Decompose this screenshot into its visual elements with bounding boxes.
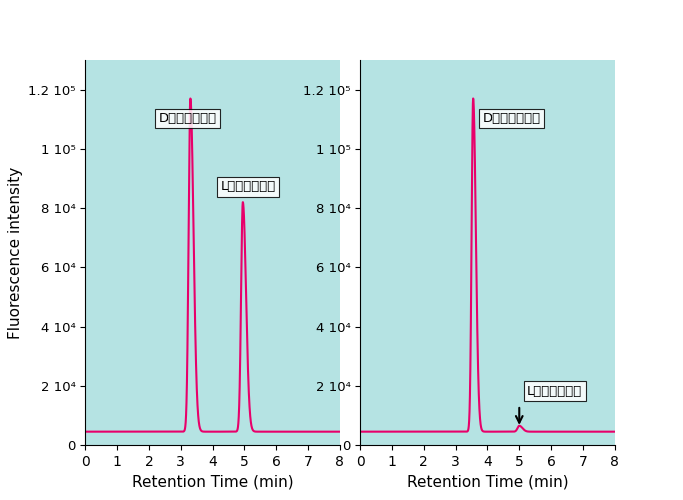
- Text: D－ホモセリン: D－ホモセリン: [483, 112, 541, 125]
- Y-axis label: Fluorescence intensity: Fluorescence intensity: [8, 166, 23, 338]
- Text: L－ホモセリン: L－ホモセリン: [221, 180, 276, 194]
- Text: D－ホモセリン: D－ホモセリン: [158, 112, 217, 125]
- X-axis label: Retention Time (min): Retention Time (min): [132, 474, 294, 490]
- X-axis label: Retention Time (min): Retention Time (min): [406, 474, 568, 490]
- Text: L－ホモセリン: L－ホモセリン: [527, 384, 583, 398]
